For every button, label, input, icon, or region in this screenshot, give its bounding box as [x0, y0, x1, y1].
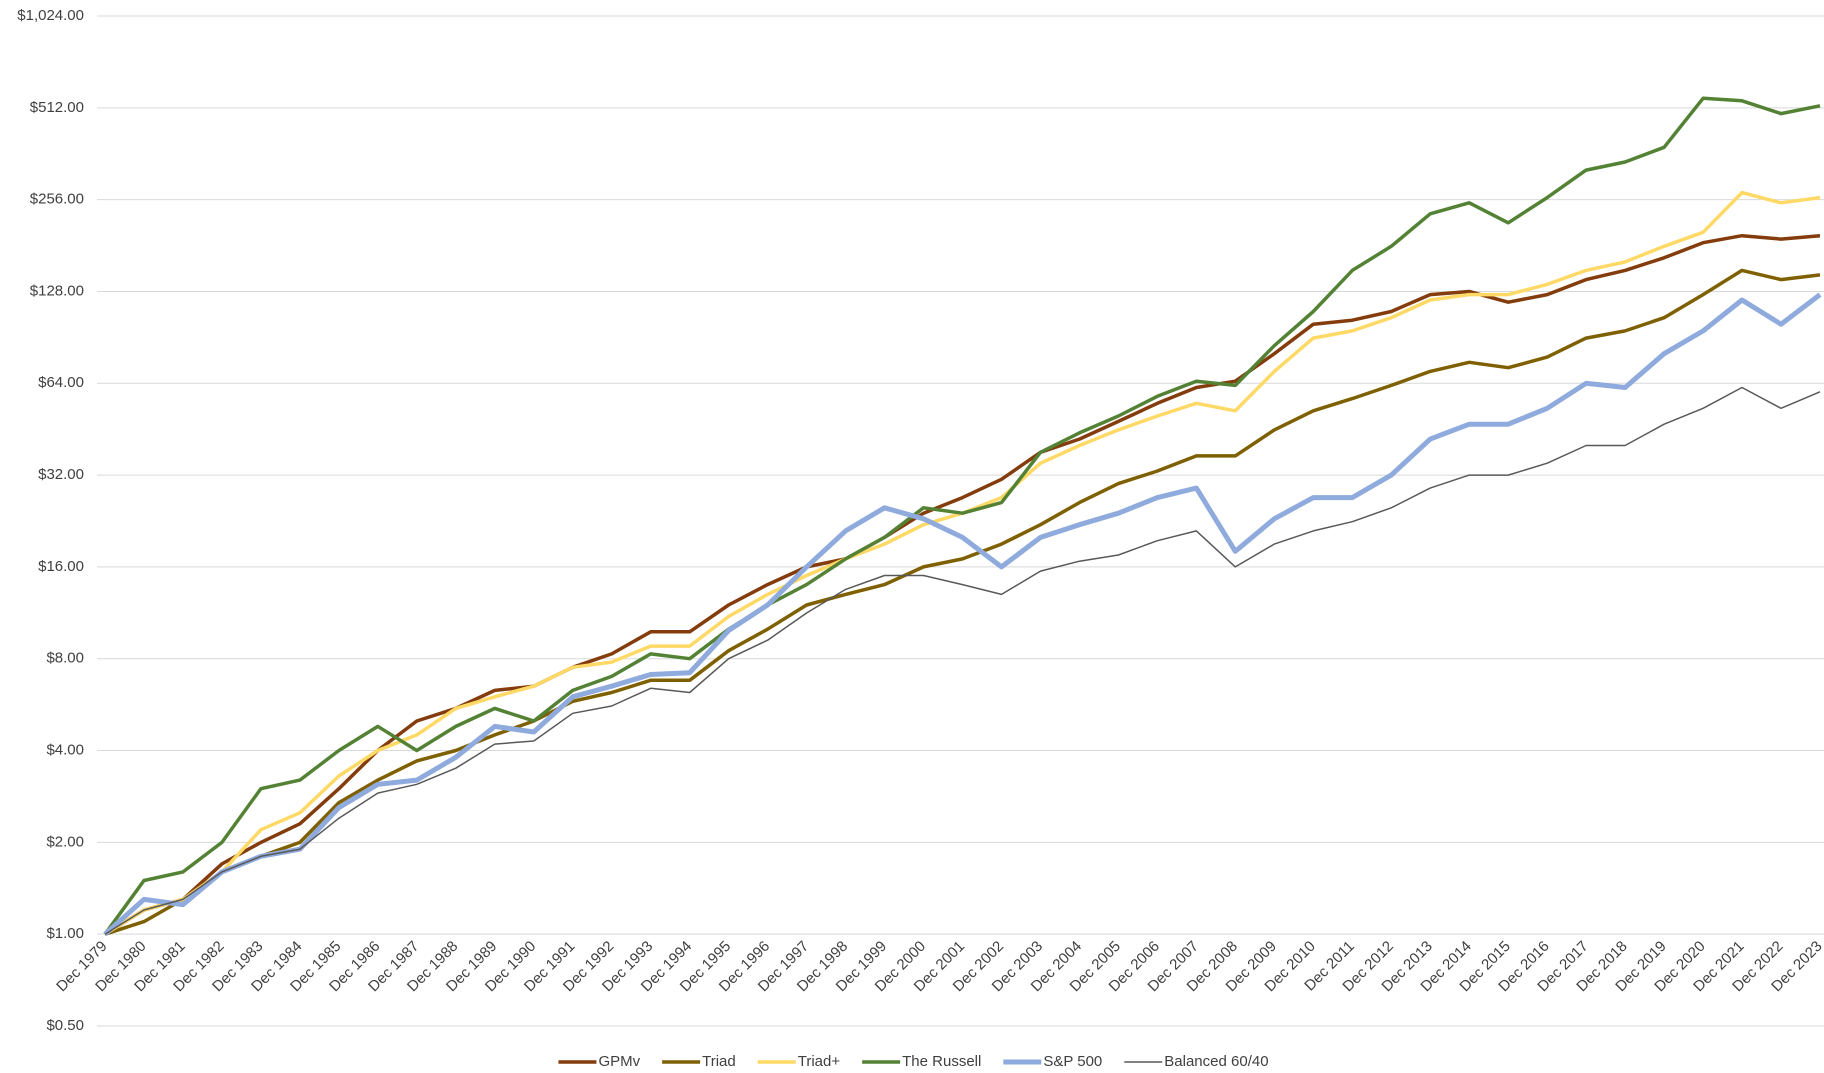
series-line: [104, 268, 1821, 936]
legend-label: GPMv: [598, 1053, 640, 1070]
y-tick-label: $1,024.00: [17, 7, 84, 24]
legend: GPMv Triad Triad+ The Russell S&P 500 Balance…: [558, 1053, 1269, 1070]
legend-label: S&P 500: [1043, 1053, 1102, 1070]
series-line: [104, 386, 1821, 935]
series-line: [104, 233, 1821, 936]
series-line: [103, 292, 1822, 937]
legend-label: Balanced 60/40: [1164, 1053, 1268, 1070]
y-tick-label: $256.00: [30, 191, 84, 208]
y-tick-label: $512.00: [30, 99, 84, 116]
y-tick-label: $64.00: [38, 374, 84, 391]
y-tick-label: $0.50: [46, 1017, 84, 1034]
y-tick-label: $32.00: [38, 466, 84, 483]
y-tick-label: $2.00: [46, 833, 84, 850]
y-tick-label: $1.00: [46, 925, 84, 942]
legend-label: Triad+: [798, 1053, 841, 1070]
y-tick-label: $4.00: [46, 742, 84, 759]
series-line: [103, 96, 1821, 936]
y-tick-label: $16.00: [38, 558, 84, 575]
legend-label: The Russell: [902, 1053, 981, 1070]
y-tick-label: $8.00: [46, 650, 84, 667]
y-tick-label: $128.00: [30, 282, 84, 299]
legend-label: Triad: [702, 1053, 736, 1070]
series-line: [104, 190, 1821, 936]
